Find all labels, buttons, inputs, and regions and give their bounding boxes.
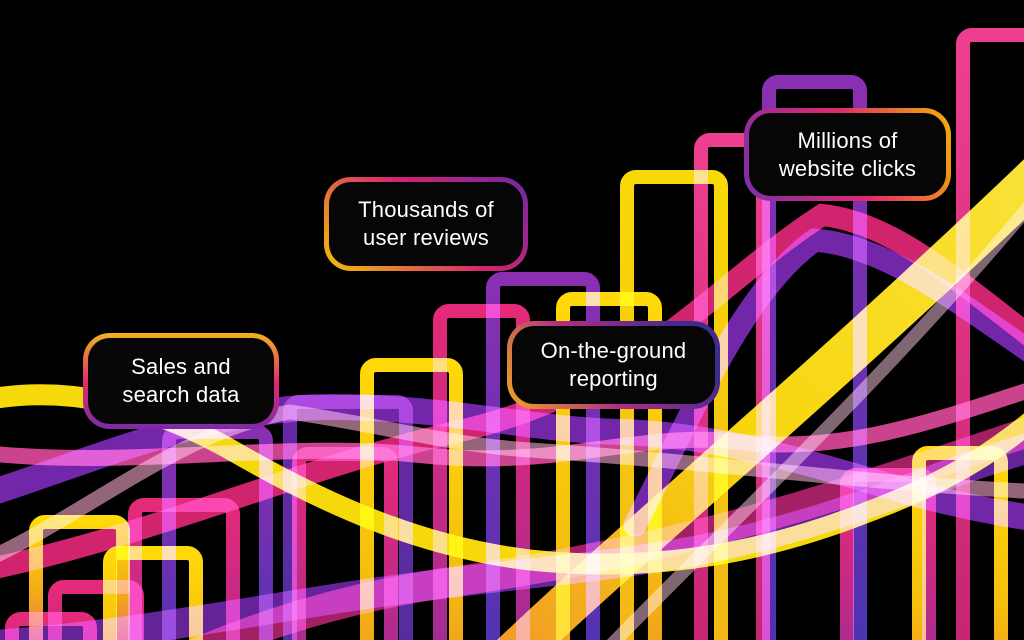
callout-text-line: Millions of [797, 127, 898, 153]
ribbon-pink-diagonal [606, 202, 1024, 640]
callout-ground-reporting: On-the-ground reporting [507, 321, 720, 409]
callout-website-clicks: Millions of website clicks [744, 108, 951, 201]
callout-text-line: On-the-ground [540, 338, 687, 363]
callout-label: On-the-ground reporting [512, 326, 715, 404]
callout-user-reviews: Thousands of user reviews [324, 177, 528, 271]
callout-text-line: Thousands of [358, 197, 494, 222]
ribbon-yellow-diagonal [497, 159, 1024, 640]
bar-outline [486, 272, 600, 640]
callout-text-line: website clicks [778, 155, 917, 181]
callout-text-line: user reviews [363, 225, 489, 250]
callout-label: Thousands of user reviews [329, 182, 523, 266]
ribbon-pink-bright [0, 383, 1024, 467]
bar-outline [433, 304, 530, 640]
ribbons-group [0, 159, 1024, 640]
callout-text-line: search data [122, 382, 240, 407]
callout-label: Sales and search data [88, 338, 274, 424]
bar-outline [956, 28, 1024, 640]
callout-label: Millions of website clicks [749, 113, 946, 196]
bar-outline [48, 580, 144, 640]
callout-sales-search-data: Sales and search data [83, 333, 279, 429]
callout-text-line: reporting [569, 366, 658, 391]
callout-text-line: Sales and [131, 354, 231, 379]
bar-outline [29, 515, 130, 640]
